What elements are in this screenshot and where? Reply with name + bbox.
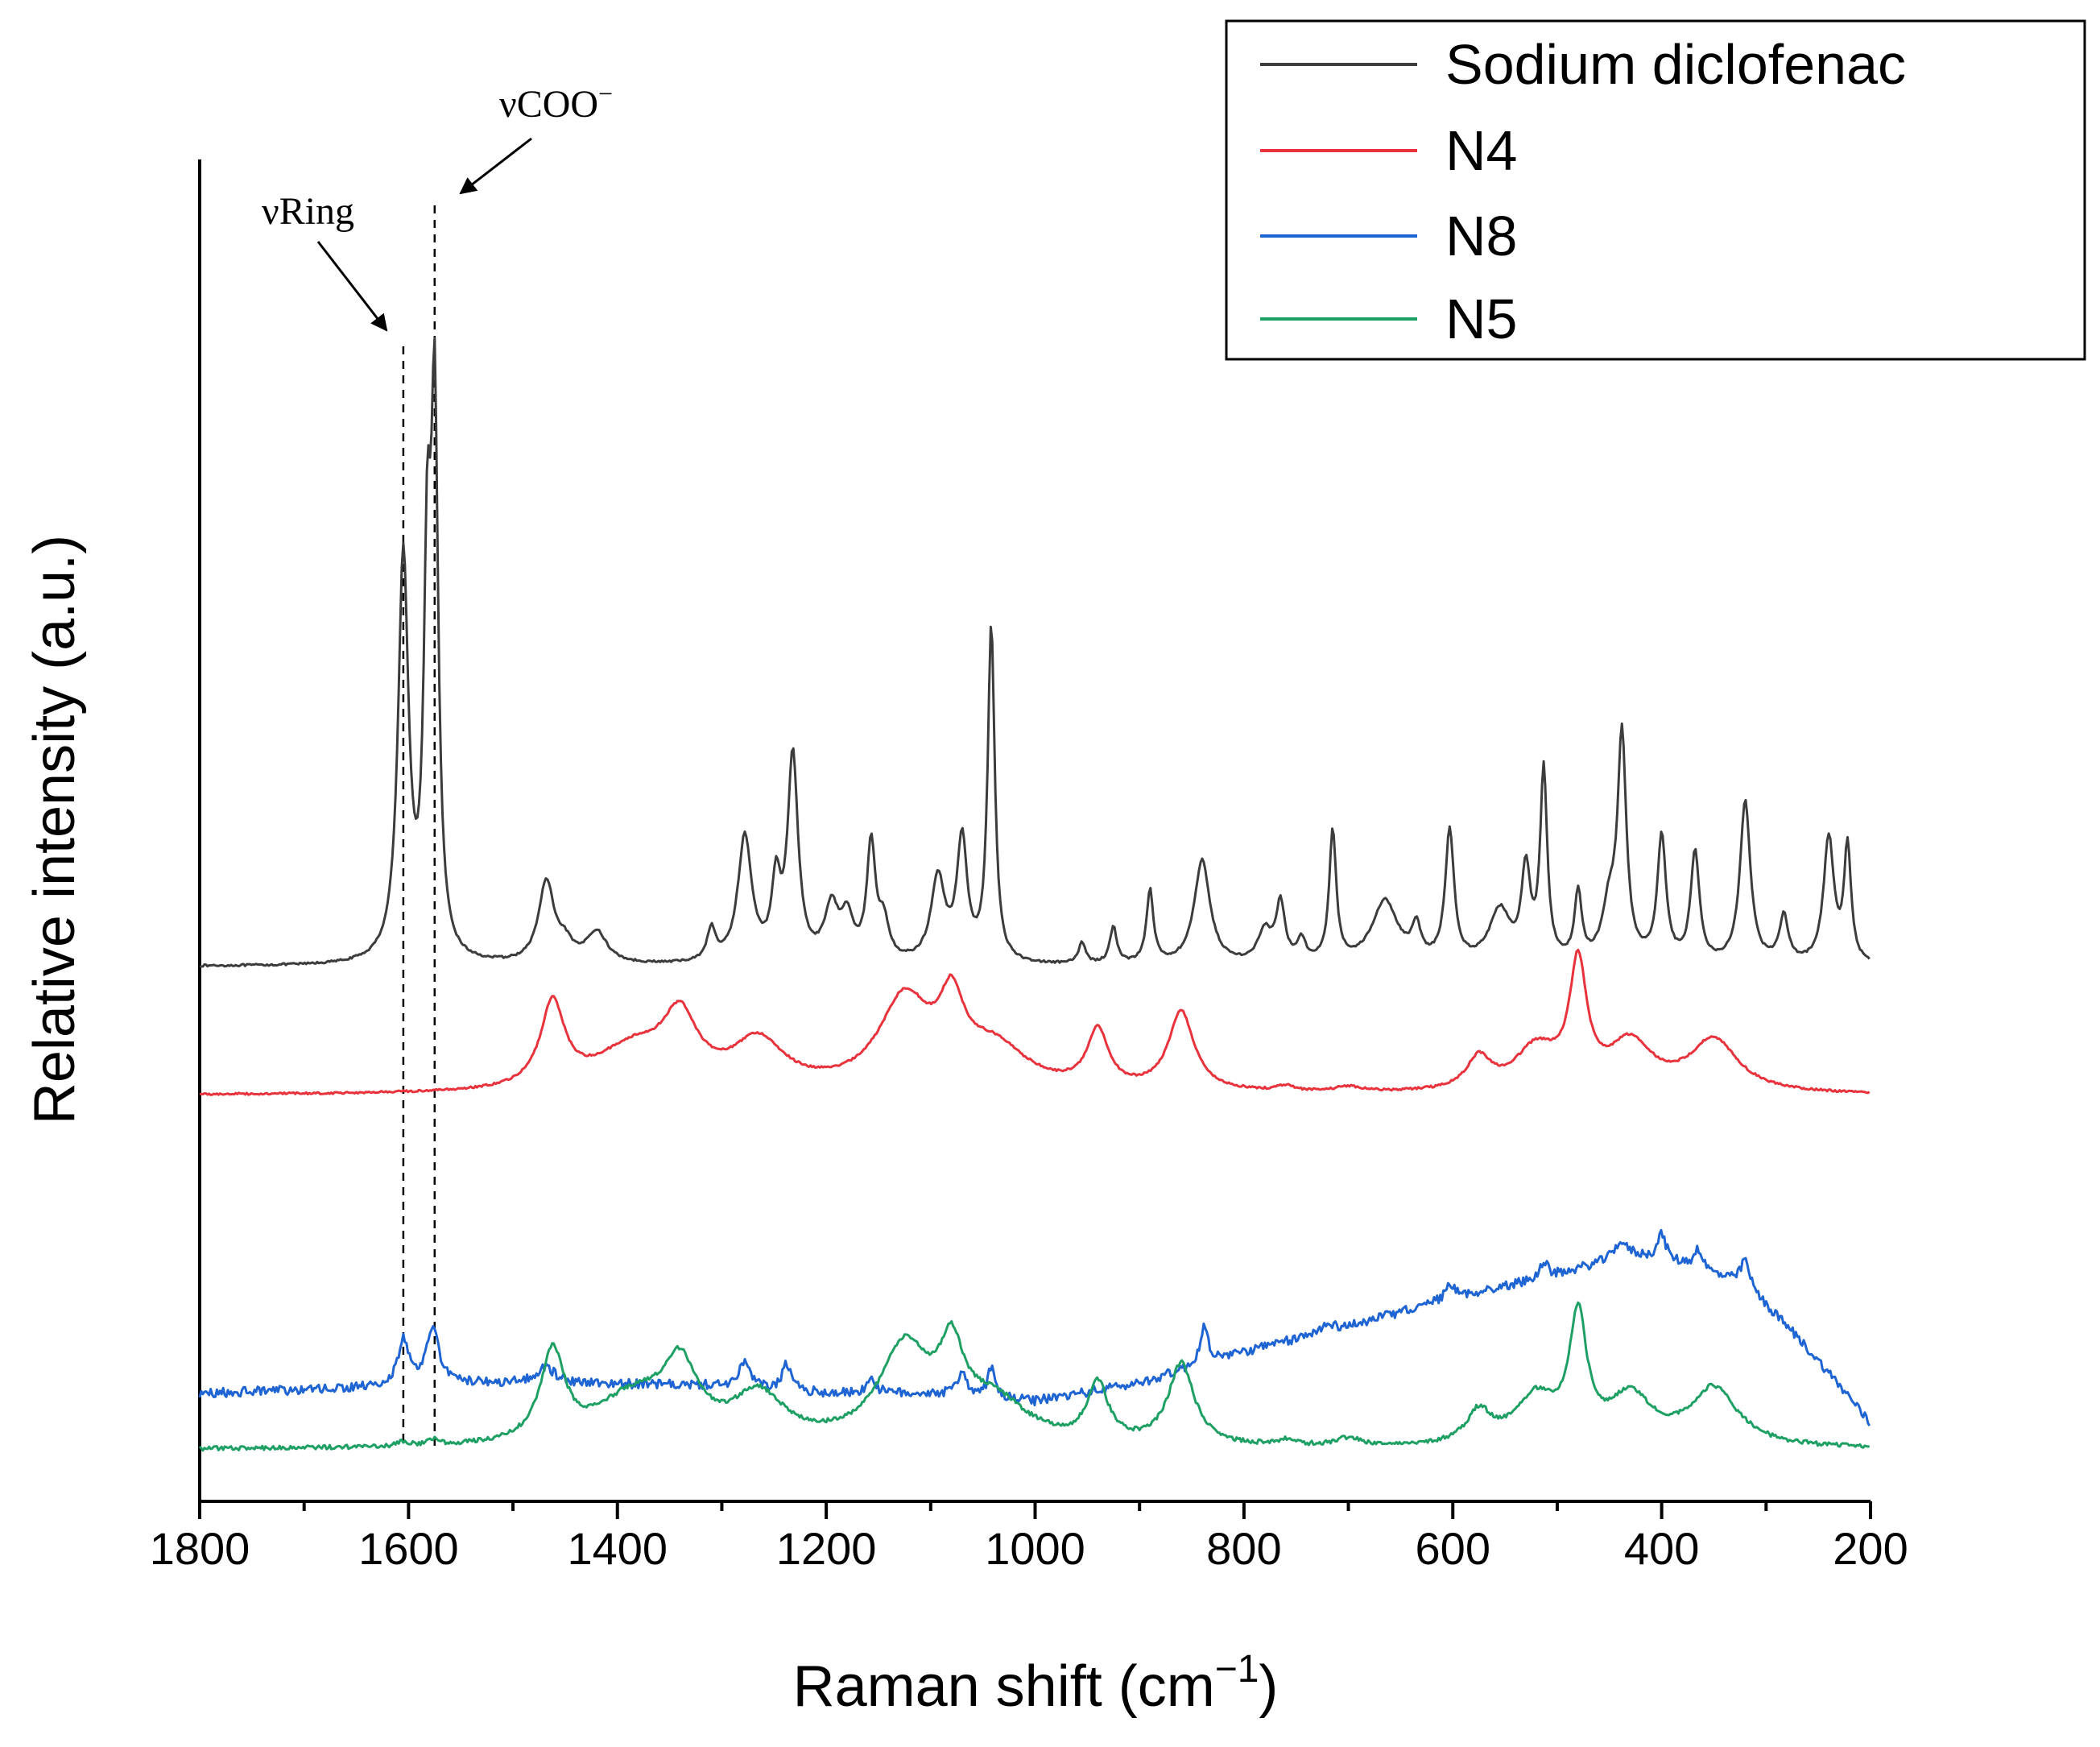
x-tick-labels: 1800 1600 1400 1200 1000 800 600 400 200 [150,1523,1908,1574]
legend: Sodium diclofenac N4 N8 N5 [1225,19,2086,361]
annotation-vcoo: νCOO− [499,79,613,126]
y-axis-label: Relative intensity (a.u.) [23,535,87,1124]
x-tick-label-400: 400 [1624,1523,1699,1574]
legend-label-0: Sodium diclofenac [1445,33,1906,96]
series-group [198,337,1871,1452]
x-tick-label-600: 600 [1416,1523,1490,1574]
x-tick-label-1200: 1200 [776,1523,877,1574]
annotation-vcoo-arrow [459,137,532,195]
x-tick-label-1000: 1000 [985,1523,1085,1574]
x-tick-label-800: 800 [1206,1523,1281,1574]
legend-box [1225,19,2086,361]
series-line-n5 [198,1301,1871,1452]
x-axis-label-sup: −1 [1215,1648,1259,1691]
x-axis-label-main: Raman shift (cm [793,1654,1215,1719]
series-line-sodium-diclofenac [199,337,1871,968]
series-line-n8 [198,1228,1871,1426]
annotation-vring: νRing [262,190,354,233]
x-tick-label-200: 200 [1833,1523,1908,1574]
x-axis-label-close: ) [1259,1654,1278,1719]
annotation-vcoo-main: νCOO [499,83,598,126]
x-tick-label-1400: 1400 [567,1523,668,1574]
x-axis-label: Raman shift (cm−1) [793,1648,1279,1719]
x-ticks [198,1501,1872,1519]
legend-label-1: N4 [1445,119,1517,182]
annotation-vring-arrow [316,241,388,332]
annotation-vcoo-sup: − [598,79,613,108]
series-line-n4 [199,948,1871,1096]
x-tick-label-1800: 1800 [150,1523,250,1574]
peak-guide-lines [402,205,436,1446]
x-tick-label-1600: 1600 [358,1523,459,1574]
legend-label-3: N5 [1445,288,1517,350]
legend-label-2: N8 [1445,205,1517,267]
